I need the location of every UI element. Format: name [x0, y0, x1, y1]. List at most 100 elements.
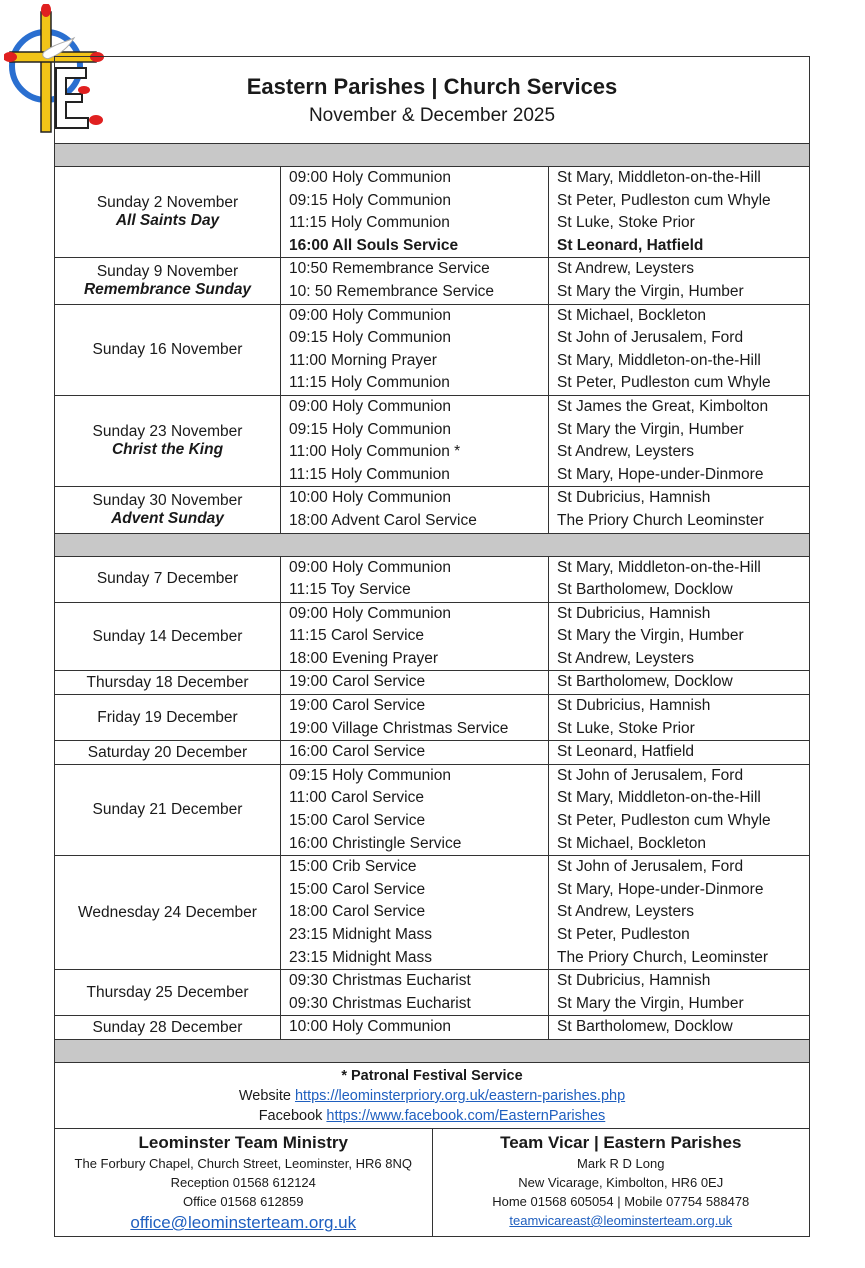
service-day-row: Sunday 16 November 09:00 Holy Communion 09… — [55, 304, 809, 396]
service-time-name: 16:00 All Souls Service — [289, 236, 459, 254]
service-time-name: 15:00 Carol Service — [289, 880, 426, 898]
places-cell: St Dubricius, Hamnish St Mary the Virgin,… — [548, 602, 809, 672]
services-cell: 16:00 Carol Service — [280, 740, 549, 765]
service-location: St Peter, Pudleston cum Whyle — [557, 374, 771, 392]
date-cell: Sunday 16 November — [55, 304, 281, 396]
office-email-link[interactable]: office@leominsterteam.org.uk — [130, 1212, 357, 1232]
places-cell: St Mary, Middleton-on-the-Hill St Peter, … — [548, 167, 809, 259]
service-time-name: 18:00 Advent Carol Service — [289, 511, 477, 529]
service-location: St Mary the Virgin, Humber — [557, 994, 744, 1012]
service-date: Sunday 7 December — [96, 570, 239, 588]
service-date: Thursday 18 December — [86, 673, 249, 691]
service-time-name: 09:15 Holy Communion — [289, 329, 451, 347]
places-cell: St Bartholomew, Docklow — [548, 1015, 809, 1040]
feast-day-name: Christ the King — [111, 441, 224, 459]
service-location: St James the Great, Kimbolton — [557, 397, 769, 415]
service-time-name: 16:00 Christingle Service — [289, 834, 462, 852]
service-time-name: 10:00 Holy Communion — [289, 489, 451, 507]
services-cell: 10:50 Remembrance Service 10: 50 Remembra… — [280, 257, 549, 305]
page-subtitle: November & December 2025 — [308, 105, 556, 126]
places-cell: St Dubricius, Hamnish The Priory Church L… — [548, 486, 809, 534]
service-time-name: 09:00 Holy Communion — [289, 558, 451, 576]
service-date: Sunday 14 December — [92, 627, 243, 645]
date-cell: Sunday 14 December — [55, 602, 281, 672]
service-location: St Mary the Virgin, Humber — [557, 420, 744, 438]
service-location: St Andrew, Leysters — [557, 260, 694, 278]
service-location: St John of Jerusalem, Ford — [557, 766, 744, 784]
facebook-link[interactable]: https://www.facebook.com/EasternParishes — [326, 1107, 606, 1124]
service-location: St Michael, Bockleton — [557, 306, 707, 324]
contact-address: The Forbury Chapel, Church Street, Leomi… — [74, 1155, 412, 1171]
places-cell: St John of Jerusalem, Ford St Mary, Hope-… — [548, 855, 809, 971]
service-time-name: 09:30 Christmas Eucharist — [289, 994, 471, 1012]
service-location: St Andrew, Leysters — [557, 443, 694, 461]
contact-office: Office 01568 612859 — [183, 1193, 304, 1209]
date-cell: Thursday 25 December — [55, 969, 281, 1017]
website-label: Website — [238, 1087, 291, 1104]
service-time-name: 11:00 Holy Communion * — [289, 443, 461, 461]
services-cell: 10:00 Holy Communion 18:00 Advent Carol S… — [280, 486, 549, 534]
service-day-row: Thursday 18 December 19:00 Carol Service S… — [55, 670, 809, 696]
contact-address: New Vicarage, Kimbolton, HR6 0EJ — [518, 1174, 724, 1190]
parish-logo-icon — [4, 4, 104, 133]
service-time-name: 09:00 Holy Communion — [289, 604, 451, 622]
places-cell: St Dubricius, Hamnish St Luke, Stoke Prio… — [548, 694, 809, 742]
service-date: Sunday 30 November — [92, 491, 243, 509]
service-location: St John of Jerusalem, Ford — [557, 858, 744, 876]
service-date: Sunday 23 November — [92, 423, 243, 441]
contact-reception: Reception 01568 612124 — [170, 1174, 316, 1190]
service-location: St Luke, Stoke Prior — [557, 719, 695, 737]
feast-day-name: Advent Sunday — [111, 509, 224, 527]
service-location: St Andrew, Leysters — [557, 649, 694, 667]
service-date: Sunday 2 November — [96, 194, 239, 212]
section-divider — [55, 533, 809, 557]
service-time-name: 11:00 Carol Service — [289, 789, 424, 807]
header: Eastern Parishes | Church Services Novem… — [55, 57, 809, 144]
service-time-name: 16:00 Carol Service — [289, 743, 426, 761]
service-day-row: Friday 19 December 19:00 Carol Service 19:… — [55, 694, 809, 742]
service-location: St Andrew, Leysters — [557, 903, 694, 921]
services-cell: 10:00 Holy Communion — [280, 1015, 549, 1040]
service-location: St Dubricius, Hamnish — [557, 972, 711, 990]
service-day-row: Thursday 25 December 09:30 Christmas Euch… — [55, 969, 809, 1017]
service-location: St Peter, Pudleston cum Whyle — [557, 812, 771, 830]
places-cell: St James the Great, Kimbolton St Mary the… — [548, 395, 809, 488]
service-day-row: Sunday 14 December 09:00 Holy Communion 11… — [55, 602, 809, 672]
services-cell: 09:00 Holy Communion 11:15 Carol Service 1… — [280, 602, 549, 672]
section-divider — [55, 144, 809, 167]
service-location: St Peter, Pudleston cum Whyle — [557, 191, 771, 209]
service-time-name: 09:15 Holy Communion — [289, 420, 451, 438]
service-time-name: 15:00 Carol Service — [289, 812, 426, 830]
service-time-name: 11:15 Holy Communion — [289, 214, 450, 232]
vicar-email-link[interactable]: teamvicareast@leominsterteam.org.uk — [509, 1212, 733, 1228]
service-day-row: Sunday 7 December 09:00 Holy Communion 11:… — [55, 556, 809, 603]
service-time-name: 11:15 Holy Communion — [289, 374, 450, 392]
service-location: St Leonard, Hatfield — [557, 743, 695, 761]
contact-title: Team Vicar | Eastern Parishes — [500, 1132, 742, 1152]
services-cell: 09:00 Holy Communion 09:15 Holy Communion… — [280, 395, 549, 488]
service-location: St Mary the Virgin, Humber — [557, 282, 744, 300]
service-location: The Priory Church Leominster — [557, 511, 764, 529]
services-cell: 15:00 Crib Service 15:00 Carol Service 18:… — [280, 855, 549, 971]
website-link[interactable]: https://leominsterpriory.org.uk/eastern-… — [294, 1087, 626, 1104]
service-location: St Michael, Bockleton — [557, 834, 707, 852]
service-location: St Dubricius, Hamnish — [557, 697, 711, 715]
service-location: The Priory Church, Leominster — [557, 948, 769, 966]
service-time-name: 11:00 Morning Prayer — [289, 351, 437, 369]
service-location: St Bartholomew, Docklow — [557, 673, 733, 691]
service-location: St Bartholomew, Docklow — [557, 581, 733, 599]
service-date: Sunday 21 December — [92, 801, 243, 819]
service-location: St Mary, Hope-under-Dinmore — [557, 465, 764, 483]
places-cell: St Michael, Bockleton St John of Jerusale… — [548, 304, 809, 396]
service-location: St Leonard, Hatfield — [557, 236, 704, 254]
service-time-name: 11:15 Carol Service — [289, 627, 424, 645]
service-time-name: 09:15 Holy Communion — [289, 766, 451, 784]
date-cell: Sunday 28 December — [55, 1015, 281, 1040]
service-day-row: Sunday 2 November All Saints Day 09:00 Hol… — [55, 167, 809, 259]
service-time-name: 10: 50 Remembrance Service — [289, 282, 495, 300]
service-location: St Mary, Hope-under-Dinmore — [557, 880, 764, 898]
page-title: Eastern Parishes | Church Services — [246, 74, 618, 99]
facebook-label: Facebook — [258, 1107, 323, 1124]
services-cell: 09:00 Holy Communion 11:15 Toy Service — [280, 556, 549, 603]
service-date: Thursday 25 December — [86, 983, 249, 1001]
